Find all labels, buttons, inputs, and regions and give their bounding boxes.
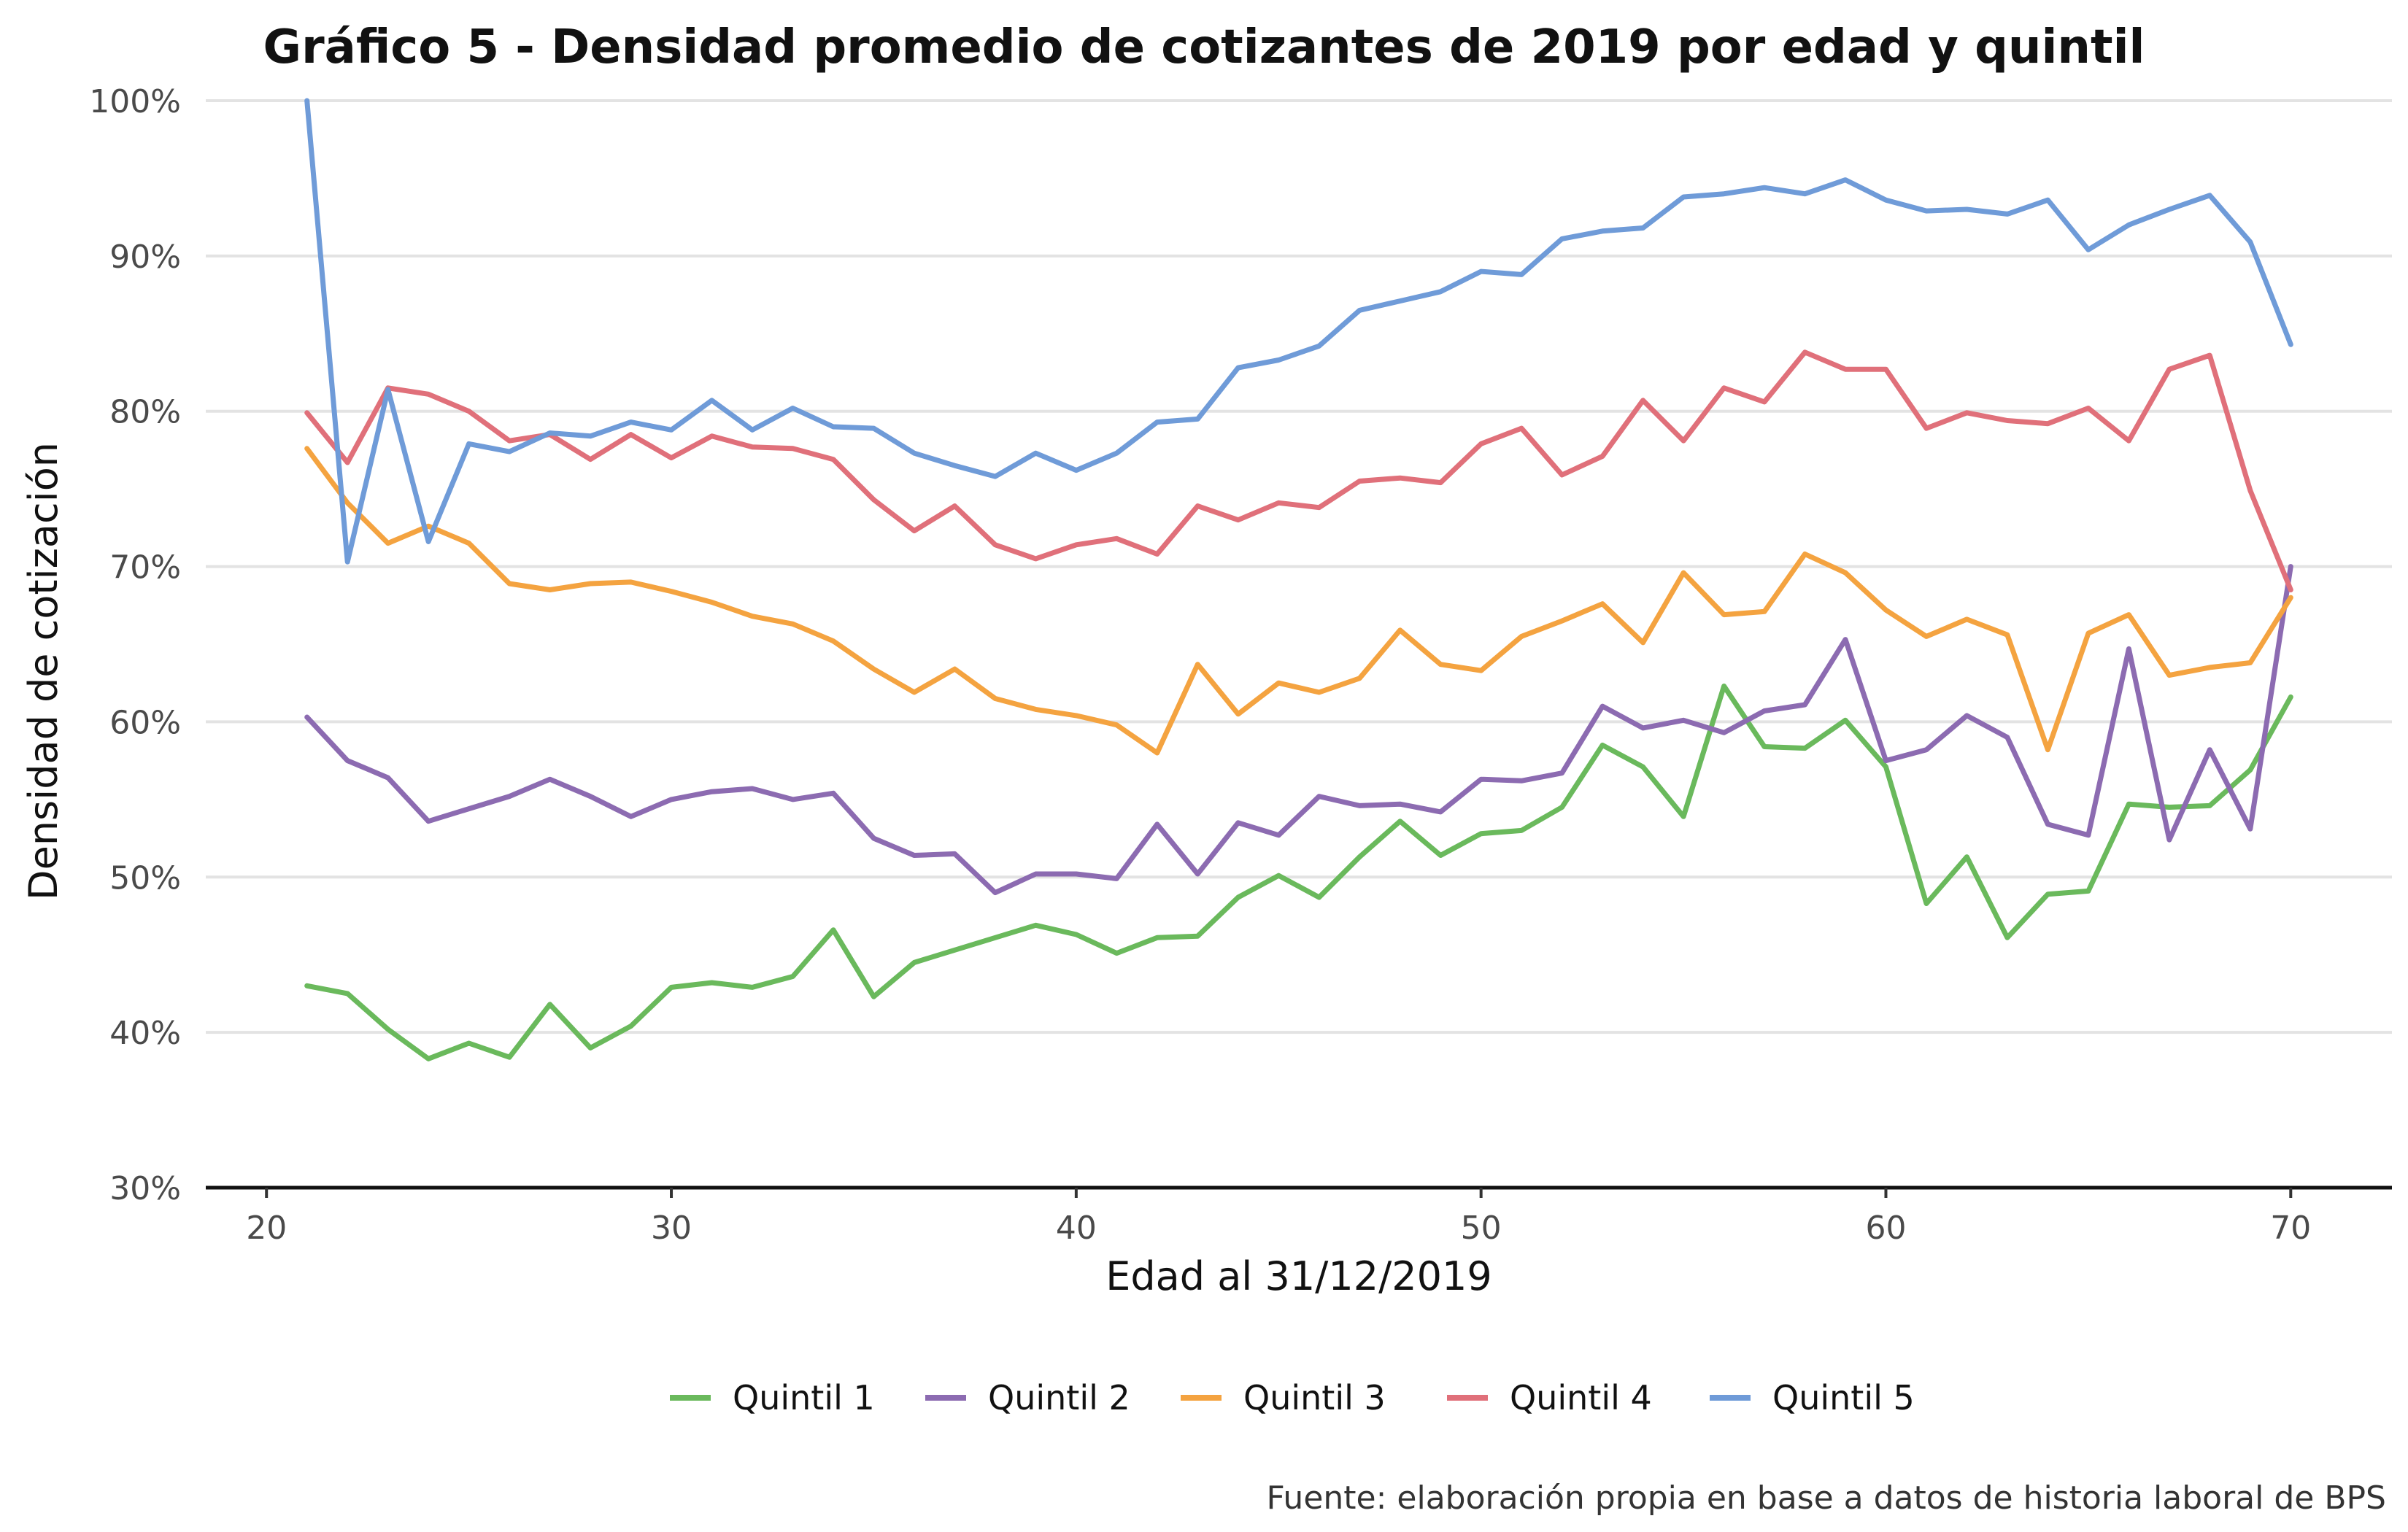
x-tick-label: 60 — [1865, 1210, 1906, 1247]
x-axis-title: Edad al 31/12/2019 — [1105, 1253, 1492, 1299]
series-line-quintil-2 — [304, 564, 2293, 896]
series-lines — [304, 98, 2293, 1061]
y-tick-label: 50% — [109, 859, 181, 897]
series-line-quintil-3 — [304, 446, 2293, 756]
caption: Fuente: elaboración propia en base a dat… — [1267, 1479, 2386, 1517]
x-axis-ticks: 20 30 40 50 60 70 — [246, 1188, 2311, 1247]
y-tick-label: 90% — [109, 239, 181, 276]
y-axis-ticks: 30% 40% 50% 60% 70% 80% 90% 100% — [89, 83, 181, 1207]
legend-label-quintil-5: Quintil 5 — [1772, 1378, 1915, 1417]
y-tick-label: 60% — [109, 704, 181, 741]
series-line-quintil-1 — [304, 684, 2293, 1061]
series-line-quintil-4 — [304, 349, 2293, 592]
y-tick-label: 40% — [109, 1015, 181, 1052]
legend-label-quintil-3: Quintil 3 — [1243, 1378, 1386, 1417]
y-axis-title: Densidad de cotización — [20, 442, 66, 900]
x-tick-label: 70 — [2270, 1210, 2311, 1247]
x-tick-label: 20 — [246, 1210, 287, 1247]
legend-label-quintil-4: Quintil 4 — [1510, 1378, 1652, 1417]
x-tick-label: 50 — [1461, 1210, 1502, 1247]
y-tick-label: 100% — [89, 83, 181, 120]
chart-title: Gráfico 5 - Densidad promedio de cotizan… — [263, 20, 2145, 74]
series-line-quintil-5 — [304, 98, 2293, 565]
gridlines — [206, 99, 2392, 1034]
y-tick-label: 80% — [109, 394, 181, 431]
legend-label-quintil-1: Quintil 1 — [733, 1378, 875, 1417]
legend-label-quintil-2: Quintil 2 — [988, 1378, 1130, 1417]
x-tick-label: 30 — [651, 1210, 692, 1247]
legend: Quintil 1 Quintil 2 Quintil 3 Quintil 4 Quin… — [670, 1378, 1915, 1417]
x-tick-label: 40 — [1056, 1210, 1097, 1247]
y-tick-label: 30% — [109, 1170, 181, 1207]
y-tick-label: 70% — [109, 549, 181, 587]
